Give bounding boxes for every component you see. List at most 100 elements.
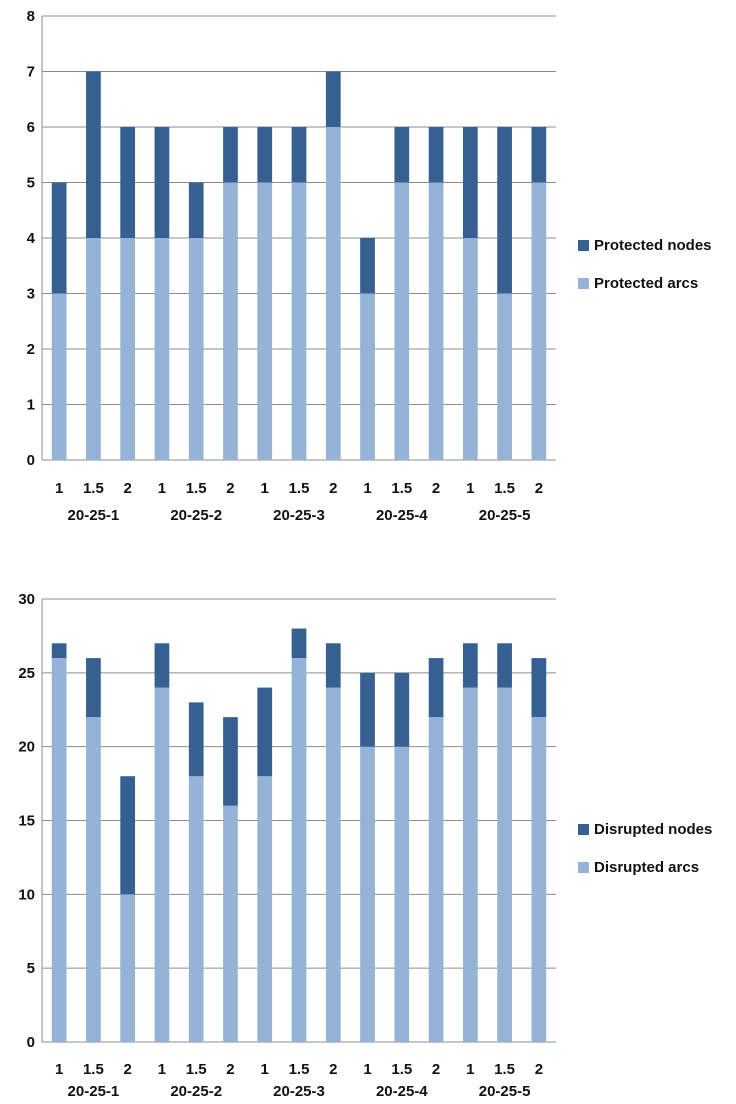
x-category-label: 2 [432, 480, 440, 497]
bar-disrupted-arcs [86, 717, 101, 1042]
bar-protected-arcs [325, 127, 341, 460]
bar-protected-nodes [51, 182, 67, 294]
x-category-label: 1 [158, 480, 166, 497]
bar-protected-nodes [428, 127, 444, 183]
y-tick-label: 4 [27, 230, 36, 247]
legend-swatch-protected-nodes [578, 239, 589, 251]
bar-protected-nodes [360, 238, 375, 294]
bar-protected-nodes [154, 127, 170, 238]
x-category-label: 1.5 [391, 480, 412, 497]
bar-protected-arcs [51, 293, 67, 460]
x-category-label: 2 [329, 1061, 337, 1078]
protected-chart: 0 1 2 3 4 5 6 7 8 1 1.5 2 1 1.5 2 1 1.5 2 1 1.5 2 1 1.5 2 20-25-… [0, 0, 736, 540]
legend-label-disrupted-nodes: Disrupted nodes [594, 820, 713, 838]
bar-disrupted-arcs [462, 687, 478, 1042]
x-category-label: 1.5 [494, 1061, 515, 1078]
legend-item-protected-arcs: Protected arcs [578, 274, 712, 292]
legend-swatch-disrupted-arcs [578, 861, 589, 873]
x-category-label: 1.5 [186, 480, 207, 497]
x-group-label: 20-25-4 [376, 1083, 428, 1100]
bar-disrupted-arcs [291, 658, 307, 1042]
y-tick-label: 8 [27, 8, 35, 25]
x-category-label: 1 [261, 1061, 269, 1078]
y-tick-label: 3 [27, 286, 35, 303]
x-category-label: 1.5 [494, 480, 515, 497]
x-category-label: 2 [226, 1061, 234, 1078]
bar-protected-nodes [394, 127, 410, 183]
bar-disrupted-nodes [120, 776, 136, 895]
bar-disrupted-nodes [86, 658, 101, 718]
legend-item-disrupted-arcs: Disrupted arcs [578, 858, 712, 876]
x-category-label: 2 [432, 1061, 440, 1078]
x-category-label: 1.5 [289, 1061, 310, 1078]
bar-protected-nodes [257, 127, 273, 183]
y-tick-label: 1 [27, 397, 35, 414]
legend-swatch-disrupted-nodes [578, 823, 589, 835]
y-tick-label: 15 [18, 813, 35, 830]
bar-protected-arcs [154, 238, 170, 460]
legend-swatch-protected-arcs [578, 277, 589, 289]
bar-disrupted-arcs [154, 687, 170, 1042]
x-group-label: 20-25-1 [68, 1083, 120, 1100]
bar-disrupted-nodes [394, 672, 410, 747]
protected-chart-legend: Protected nodes Protected arcs [578, 236, 712, 312]
bar-disrupted-nodes [257, 687, 273, 777]
bar-disrupted-arcs [360, 746, 375, 1042]
bar-protected-arcs [188, 238, 204, 460]
bar-protected-arcs [497, 293, 512, 460]
bar-protected-nodes [223, 127, 238, 183]
bar-disrupted-arcs [188, 776, 204, 1042]
x-category-label: 1 [55, 1061, 63, 1078]
bar-disrupted-arcs [531, 717, 547, 1042]
bar-disrupted-nodes [291, 628, 307, 659]
legend-item-protected-nodes: Protected nodes [578, 236, 712, 254]
x-category-label: 1 [466, 480, 474, 497]
bar-disrupted-arcs [120, 894, 136, 1042]
bar-disrupted-nodes [531, 658, 547, 718]
bar-disrupted-arcs [51, 658, 67, 1042]
y-tick-label: 7 [27, 64, 35, 81]
bar-disrupted-nodes [154, 643, 170, 688]
bar-protected-arcs [257, 182, 273, 460]
bar-disrupted-arcs [394, 746, 410, 1042]
y-tick-label: 5 [27, 960, 35, 977]
y-tick-label: 2 [27, 341, 35, 358]
x-category-label: 1 [363, 480, 371, 497]
y-tick-label: 5 [27, 175, 35, 192]
bar-protected-nodes [291, 127, 307, 183]
bar-protected-arcs [223, 182, 238, 460]
bar-disrupted-arcs [428, 717, 444, 1042]
x-category-label: 2 [535, 480, 543, 497]
bar-protected-arcs [531, 182, 547, 460]
bar-disrupted-nodes [51, 643, 67, 659]
x-group-label: 20-25-3 [273, 1083, 325, 1100]
bar-protected-arcs [428, 182, 444, 460]
x-category-label: 1 [466, 1061, 474, 1078]
y-tick-label: 6 [27, 119, 35, 136]
y-tick-label: 10 [18, 886, 35, 903]
x-category-label: 2 [329, 480, 337, 497]
y-tick-label: 0 [27, 452, 35, 469]
bar-protected-arcs [120, 238, 136, 460]
x-group-label: 20-25-3 [273, 507, 325, 524]
y-tick-label: 0 [27, 1034, 35, 1051]
x-category-label: 1.5 [289, 480, 310, 497]
bar-protected-nodes [531, 127, 547, 183]
x-category-label: 1.5 [391, 1061, 412, 1078]
bar-protected-arcs [360, 293, 375, 460]
legend-label-disrupted-arcs: Disrupted arcs [594, 858, 700, 876]
bar-protected-nodes [86, 71, 101, 238]
x-category-label: 2 [535, 1061, 543, 1078]
y-tick-label: 30 [18, 591, 35, 608]
bar-protected-nodes [188, 182, 204, 238]
y-tick-label: 20 [18, 739, 35, 756]
x-category-label: 1 [55, 480, 63, 497]
x-group-label: 20-25-2 [170, 1083, 222, 1100]
bar-disrupted-arcs [223, 805, 238, 1042]
x-category-label: 1 [261, 480, 269, 497]
bar-disrupted-nodes [497, 643, 512, 688]
bar-protected-arcs [86, 238, 101, 460]
legend-label-protected-arcs: Protected arcs [594, 274, 699, 292]
bar-disrupted-nodes [428, 658, 444, 718]
